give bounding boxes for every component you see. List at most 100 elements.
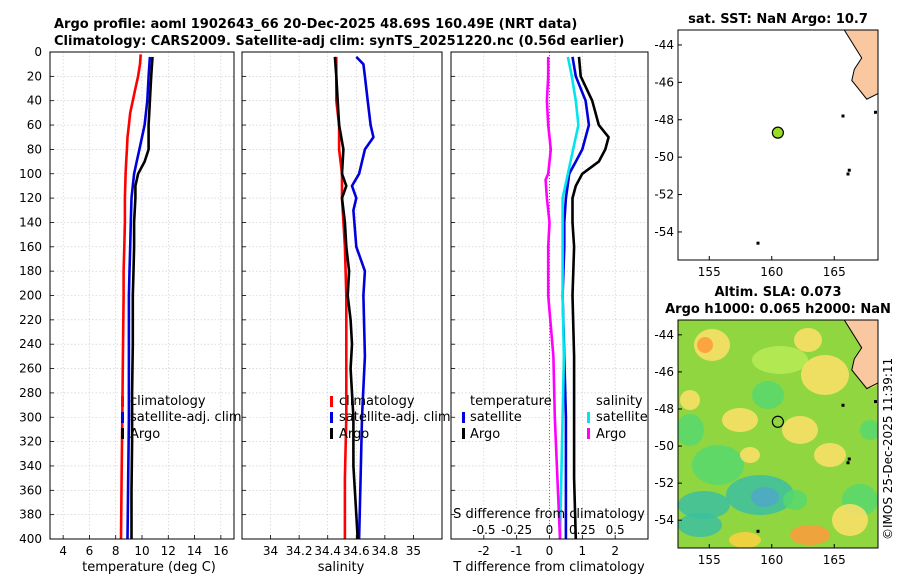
y-tick-label: 300 xyxy=(19,410,42,424)
x-tick-label: 34.4 xyxy=(314,544,341,558)
series-line-salinity-satellite xyxy=(558,56,580,540)
legend-swatch-satellite xyxy=(330,412,333,423)
sla-anomaly-patch xyxy=(740,447,760,463)
x-tick-label: 14 xyxy=(187,544,202,558)
island xyxy=(841,114,845,118)
plot-frame xyxy=(241,51,443,540)
y-tick-label: 60 xyxy=(27,118,42,132)
x-tick-label: 4 xyxy=(59,544,67,558)
map-lat-label: -54 xyxy=(654,513,674,527)
y-tick-label: 340 xyxy=(19,459,42,473)
island xyxy=(847,168,851,172)
legend-label-t-argo: Argo xyxy=(470,427,500,442)
map-lat-label: -48 xyxy=(654,402,674,416)
sla-anomaly-patch xyxy=(832,504,868,536)
y-tick-label: 240 xyxy=(19,337,42,351)
legend-swatch-satellite xyxy=(121,412,124,423)
map-lon-label: 165 xyxy=(823,265,846,279)
y-tick-label: 220 xyxy=(19,313,42,327)
legend-label-s-satellite: satellite xyxy=(596,410,648,425)
island xyxy=(874,110,877,114)
float-position-marker xyxy=(771,415,784,428)
y-tick-label: 100 xyxy=(19,167,42,181)
sla-anomaly-patch xyxy=(692,445,744,485)
y-tick-label: 20 xyxy=(27,69,42,83)
map-lat-label: -46 xyxy=(654,365,674,379)
legend-label-satellite: satellite-adj. clim xyxy=(339,410,451,425)
legend-label-climatology: climatology xyxy=(130,394,206,409)
sla-anomaly-patch xyxy=(814,443,846,467)
x-tick-label: 34 xyxy=(263,544,278,558)
island xyxy=(846,172,850,176)
sla-anomaly-patch xyxy=(752,381,784,409)
island xyxy=(756,529,760,533)
map-frame xyxy=(677,29,879,261)
map-lon-label: 155 xyxy=(698,553,721,567)
sla-field xyxy=(678,320,878,548)
legend-label-t-satellite: satellite xyxy=(470,410,522,425)
legend-title-salinity: salinity xyxy=(596,394,643,409)
sla-anomaly-patch xyxy=(783,490,807,510)
legend-label-climatology: climatology xyxy=(339,394,415,409)
sla-anomaly-patch xyxy=(860,420,878,440)
map-lat-label: -48 xyxy=(654,113,674,127)
legend-title-temperature: temperature xyxy=(470,394,552,409)
sla-anomaly-patch xyxy=(752,346,808,374)
legend-label-argo: Argo xyxy=(130,427,160,442)
series-line-temperature-argo xyxy=(571,56,610,540)
map-lat-label: -50 xyxy=(654,150,674,164)
y-tick-label: 260 xyxy=(19,362,42,376)
x-tick-label: 8 xyxy=(112,544,120,558)
difference-legend: temperature satellite Argo salinity sate… xyxy=(462,394,648,442)
map-lon-label: 160 xyxy=(760,553,783,567)
difference-xlabel: T difference from climatology xyxy=(452,560,645,575)
legend-swatch-argo xyxy=(330,428,333,439)
x-tick-label: 6 xyxy=(86,544,94,558)
y-tick-label: 400 xyxy=(19,532,42,546)
salinity-xlabel: salinity xyxy=(318,560,365,575)
y-tick-label: 140 xyxy=(19,215,42,229)
x-tick-label: 34.6 xyxy=(343,544,370,558)
map-lat-label: -52 xyxy=(654,188,674,202)
map-lat-label: -54 xyxy=(654,225,674,239)
legend-swatch-t-satellite xyxy=(462,412,465,423)
series-line-salinity-argo xyxy=(544,56,562,540)
series-line-argo xyxy=(130,56,154,539)
map-frame xyxy=(677,319,879,549)
sla-anomaly-patch xyxy=(678,414,704,446)
sla-anomaly-patch xyxy=(678,491,730,519)
sst-map-title: sat. SST: NaN Argo: 10.7 xyxy=(688,12,868,27)
temperature-legend: climatology satellite-adj. clim Argo xyxy=(121,394,242,442)
sla-map: 155 160 165 -44 -46 -48 -50 -52 -54 xyxy=(654,319,879,567)
sla-anomaly-patch xyxy=(790,525,830,545)
plot-area xyxy=(242,52,442,539)
temperature-profile-panel: 4 6 8 10 12 14 1602040608010012014016018020022… xyxy=(19,45,235,558)
x-tick-label: -2 xyxy=(478,544,490,558)
island xyxy=(847,457,851,461)
series-line-climatology xyxy=(119,54,142,540)
series-line-satellite-adj-clim xyxy=(350,55,375,540)
map-lat-label: -50 xyxy=(654,439,674,453)
sla-anomaly-patch xyxy=(697,337,713,353)
y-tick-label: 180 xyxy=(19,264,42,278)
y-tick-label: 360 xyxy=(19,483,42,497)
sst-map: 155 160 165 -44 -46 -48 -50 -52 -54 xyxy=(654,29,879,279)
sla-anomaly-patch xyxy=(794,328,822,352)
map-lat-label: -44 xyxy=(654,328,674,342)
x-tick-label: 35 xyxy=(406,544,421,558)
series-line-argo xyxy=(333,56,359,540)
salinity-legend: climatology satellite-adj. clim Argo xyxy=(330,394,451,442)
title-line-2: Climatology: CARS2009. Satellite-adj cli… xyxy=(54,34,624,49)
x-tick-label: 1 xyxy=(579,544,587,558)
series-line-satellite-adj-clim xyxy=(126,56,152,540)
y-tick-label: 40 xyxy=(27,94,42,108)
map-lon-label: 160 xyxy=(760,265,783,279)
legend-swatch-t-argo xyxy=(462,428,465,439)
plot-frame xyxy=(49,51,235,540)
x-tick-label: 0 xyxy=(546,544,554,558)
x-tick-label: 34.8 xyxy=(371,544,398,558)
legend-label-satellite: satellite-adj. clim xyxy=(130,410,242,425)
series-line-temperature-satellite xyxy=(561,56,591,539)
salinity-profile-panel: 34 34.2 34.4 34.6 34.8 35 xyxy=(241,51,443,558)
x-tick-label: 10 xyxy=(134,544,149,558)
